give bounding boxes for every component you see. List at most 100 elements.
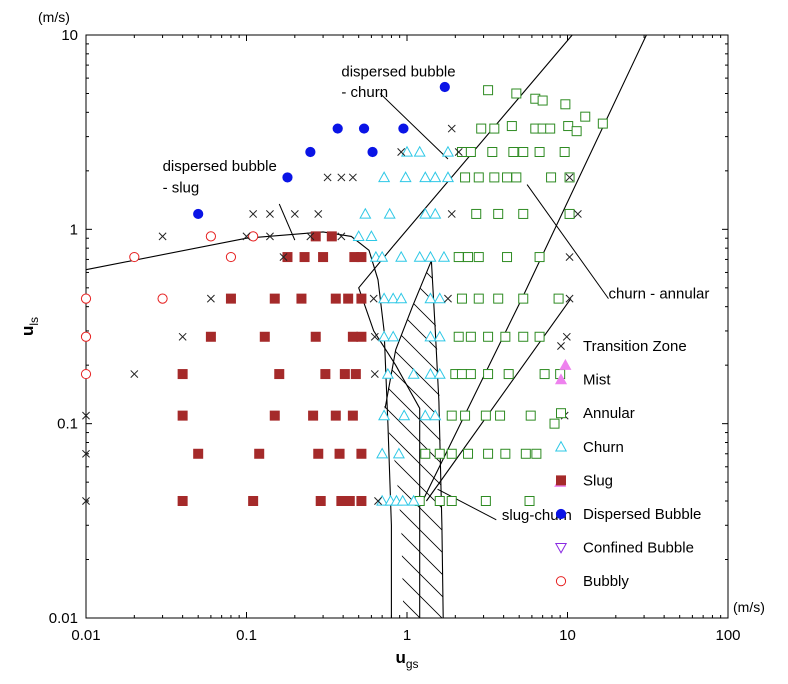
point-slug — [347, 331, 358, 342]
point-annular — [493, 208, 504, 219]
point-churn — [392, 447, 405, 459]
marker-stroke — [82, 411, 90, 420]
point-bubbly — [225, 251, 237, 263]
point-transition-zone — [565, 253, 574, 262]
marker-stroke — [573, 209, 582, 218]
point-churn — [424, 250, 437, 262]
point-slug — [313, 448, 324, 459]
y-axis-label: uls — [18, 317, 41, 336]
regime-boundary-line — [425, 298, 572, 502]
x-tick-label: 10 — [559, 627, 576, 644]
point-slug — [334, 448, 345, 459]
regime-boundary-line — [85, 231, 392, 618]
point-churn — [424, 330, 437, 342]
point-annular — [597, 118, 608, 129]
point-bubbly — [129, 251, 140, 263]
point-dispersed-bubble — [282, 172, 293, 183]
annotations: dispersed bubble - churn dispersed bubble -… — [163, 64, 710, 524]
point-churn — [441, 145, 455, 157]
point-annular — [473, 293, 484, 304]
point-slug — [310, 231, 321, 242]
point-bubbly — [80, 293, 92, 304]
point-transition-zone — [323, 173, 332, 182]
point-slug — [177, 369, 188, 380]
point-annular — [456, 369, 467, 380]
marker-stroke — [454, 148, 463, 156]
point-annular — [580, 111, 591, 122]
point-annular — [518, 208, 529, 219]
point-bubbly — [157, 293, 168, 304]
slug-churn-hatch-region — [384, 260, 444, 618]
marker-stroke — [369, 294, 378, 303]
legend-marker-annular — [556, 408, 566, 419]
marker-stroke — [306, 232, 315, 241]
point-churn — [429, 171, 442, 183]
point-slug — [318, 252, 329, 263]
point-churn — [433, 292, 446, 304]
point-slug — [326, 231, 337, 242]
point-slug — [296, 293, 307, 304]
legend-label-dispersed-bubble: Dispersed Bubble — [583, 506, 701, 523]
marker-stroke — [265, 232, 274, 241]
point-annular — [471, 208, 482, 219]
point-annular — [489, 123, 500, 134]
legend-label-slug: Slug — [583, 472, 613, 489]
point-transition-zone — [82, 449, 90, 458]
marker-stroke — [265, 209, 274, 218]
point-annular — [483, 369, 494, 380]
point-annular — [500, 331, 511, 342]
annotation-label: - slug — [163, 179, 200, 196]
point-transition-zone — [130, 370, 139, 379]
marker-stroke — [323, 173, 332, 182]
legend-label-annular: Annular — [583, 405, 635, 422]
point-transition-zone — [562, 332, 571, 341]
annotation-leader — [278, 203, 296, 241]
point-annular — [534, 252, 545, 263]
point-annular — [493, 293, 504, 304]
point-churn — [433, 367, 446, 379]
point-transition-zone — [573, 209, 582, 218]
point-slug — [330, 410, 341, 421]
point-slug — [344, 495, 355, 506]
marker-stroke — [290, 209, 299, 218]
marker-stroke — [374, 497, 382, 505]
point-bubbly — [248, 231, 259, 242]
point-annular — [453, 252, 464, 263]
point-annular — [456, 293, 467, 304]
marker-stroke — [206, 294, 215, 303]
point-transition-zone — [447, 209, 456, 218]
point-slug — [193, 448, 204, 459]
marker-stroke — [348, 173, 357, 182]
point-slug — [356, 252, 367, 263]
point-annular — [537, 95, 548, 106]
regime-boundary-line — [422, 34, 647, 502]
point-slug — [315, 495, 326, 506]
point-slug — [336, 495, 347, 506]
point-annular — [531, 448, 542, 459]
point-transition-zone — [337, 173, 346, 182]
point-transition-zone — [565, 294, 574, 303]
legend-marker-bubbly — [555, 576, 567, 587]
marker-stroke — [337, 232, 346, 241]
regime-boundaries — [85, 34, 647, 619]
y-tick-label: 1 — [70, 221, 78, 238]
marker-stroke — [314, 209, 323, 218]
point-transition-zone — [242, 232, 251, 241]
point-annular — [434, 495, 445, 506]
point-transition-zone — [369, 294, 378, 303]
point-annular — [553, 293, 564, 304]
point-churn — [424, 292, 437, 304]
x-axis-label-sub: gs — [406, 657, 419, 671]
point-churn — [396, 494, 409, 506]
point-annular — [480, 410, 491, 421]
x-tick-label: 100 — [715, 627, 740, 644]
point-churn — [413, 145, 426, 157]
point-annular — [511, 88, 522, 99]
annotation-label: churn - annular — [608, 286, 709, 303]
point-annular — [446, 495, 457, 506]
legend-marker-confined-bubble — [554, 542, 568, 554]
point-slug — [356, 495, 367, 506]
legend-marker-mist — [554, 373, 568, 385]
legend-marker-slug — [556, 475, 566, 486]
point-annular — [463, 448, 474, 459]
